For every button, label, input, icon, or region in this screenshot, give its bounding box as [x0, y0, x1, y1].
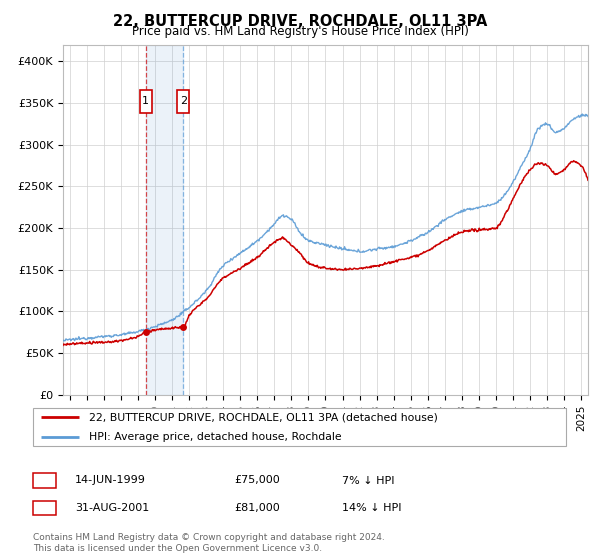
Text: Price paid vs. HM Land Registry's House Price Index (HPI): Price paid vs. HM Land Registry's House … — [131, 25, 469, 38]
Text: 1: 1 — [41, 475, 48, 486]
Text: Contains HM Land Registry data © Crown copyright and database right 2024.
This d: Contains HM Land Registry data © Crown c… — [33, 533, 385, 553]
Text: £81,000: £81,000 — [234, 503, 280, 513]
Text: 7% ↓ HPI: 7% ↓ HPI — [342, 475, 395, 486]
FancyBboxPatch shape — [140, 90, 152, 113]
Text: 14-JUN-1999: 14-JUN-1999 — [75, 475, 146, 486]
Text: 2: 2 — [41, 503, 48, 513]
Text: £75,000: £75,000 — [234, 475, 280, 486]
Text: HPI: Average price, detached house, Rochdale: HPI: Average price, detached house, Roch… — [89, 432, 342, 442]
Text: 31-AUG-2001: 31-AUG-2001 — [75, 503, 149, 513]
Text: 22, BUTTERCUP DRIVE, ROCHDALE, OL11 3PA (detached house): 22, BUTTERCUP DRIVE, ROCHDALE, OL11 3PA … — [89, 412, 438, 422]
Bar — [146, 45, 184, 395]
FancyBboxPatch shape — [178, 90, 190, 113]
Text: 2: 2 — [180, 96, 187, 106]
FancyBboxPatch shape — [33, 408, 566, 446]
Text: 1: 1 — [142, 96, 149, 106]
Text: 14% ↓ HPI: 14% ↓ HPI — [342, 503, 401, 513]
Text: 22, BUTTERCUP DRIVE, ROCHDALE, OL11 3PA: 22, BUTTERCUP DRIVE, ROCHDALE, OL11 3PA — [113, 14, 487, 29]
